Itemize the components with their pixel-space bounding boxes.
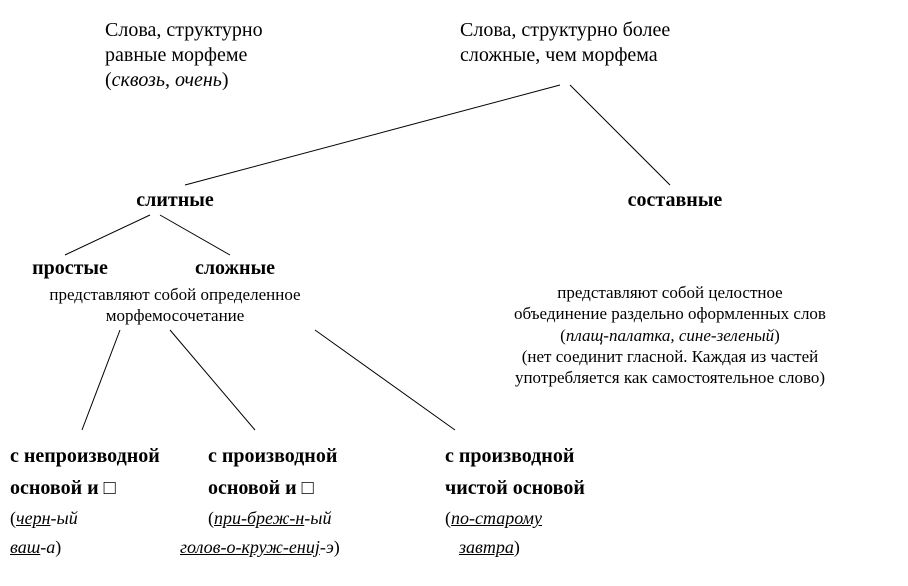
desc-right-l2: объединение раздельно оформленных слов [440,303,900,324]
edge [315,330,455,430]
paren-close: ) [774,326,780,345]
leaf2-title-l2: основой и □ [208,472,438,504]
leaf3-ex1-text: по-старому [451,508,542,528]
node-slitnye: слитные [95,188,255,213]
node-top-right: Слова, структурно более сложные, чем мор… [460,18,840,68]
desc-left: представляют собой определенное морфемос… [10,284,340,327]
leaf-2: с производной основой и □ (при-бреж-н-ый… [208,440,438,562]
leaf3-ex2-text: завтра [459,537,514,557]
leaf2-ex2-tail: -э [320,537,334,557]
desc-right-ex-text: плащ-палатка, сине-зеленый [566,326,774,345]
top-right-l1: Слова, структурно более [460,18,840,43]
leaf2-title-l1: с производной [208,440,438,472]
edge [65,215,150,255]
leaf2-ex2: голов-о-круж-ениj-э) [180,533,438,562]
paren-open: ( [105,69,112,91]
edge [82,330,120,430]
leaf1-title-l2b: □ [104,477,116,499]
paren-close: ) [222,69,229,91]
paren-close: ) [334,537,340,557]
leaf1-ex2-root: ваш [10,537,40,557]
edge [185,85,560,185]
top-left-l2: равные морфеме [105,43,405,68]
top-left-l1: Слова, структурно [105,18,405,43]
leaf3-ex1: (по-старому [445,504,655,533]
desc-left-l2: морфемосочетание [10,305,340,326]
leaf2-ex1: (при-бреж-н-ый [208,504,438,533]
leaf1-ex1: (черн-ый [10,504,210,533]
leaf3-ex2: завтра) [445,533,655,562]
desc-right-l1: представляют собой целостное [440,282,900,303]
diagram-canvas: Слова, структурно равные морфеме (сквозь… [0,0,908,586]
desc-right-ex: (плащ-палатка, сине-зеленый) [440,325,900,346]
leaf3-title-l2: чистой основой [445,472,655,504]
leaf2-title-l2a: основой и [208,477,302,499]
leaf1-ex1-tail: -ый [51,508,78,528]
desc-left-l1: представляют собой определенное [10,284,340,305]
node-top-left: Слова, структурно равные морфеме (сквозь… [105,18,405,93]
leaf1-title-l2: основой и □ [10,472,210,504]
paren-close: ) [55,537,61,557]
edge [170,330,255,430]
desc-right: представляют собой целостное объединение… [440,282,900,388]
top-left-examples: сквозь, очень [112,69,222,91]
leaf2-ex1-tail: -ый [304,508,331,528]
node-sostavnye: составные [595,188,755,213]
leaf1-title-l2a: основой и [10,477,104,499]
leaf-3: с производной чистой основой (по-старому… [445,440,655,562]
edge [570,85,670,185]
desc-right-note2: употребляется как самостоятельное слово) [440,367,900,388]
paren-close: ) [514,537,520,557]
leaf2-ex2-root: голов-о-круж-ениj [180,537,320,557]
node-prostye: простые [10,256,130,281]
desc-right-note1: (нет соединит гласной. Каждая из частей [440,346,900,367]
top-right-l2: сложные, чем морфема [460,43,840,68]
leaf1-ex2-tail: -а [40,537,55,557]
leaf1-title-l1: с непроизводной [10,440,210,472]
leaf2-title-l2b: □ [302,477,314,499]
leaf2-ex1-root: при-бреж-н [214,508,304,528]
leaf1-ex1-root: черн [16,508,51,528]
leaf3-title-l1: с производной [445,440,655,472]
top-left-ex: (сквозь, очень) [105,68,405,93]
node-slozhnye: сложные [175,256,295,281]
edge [160,215,230,255]
